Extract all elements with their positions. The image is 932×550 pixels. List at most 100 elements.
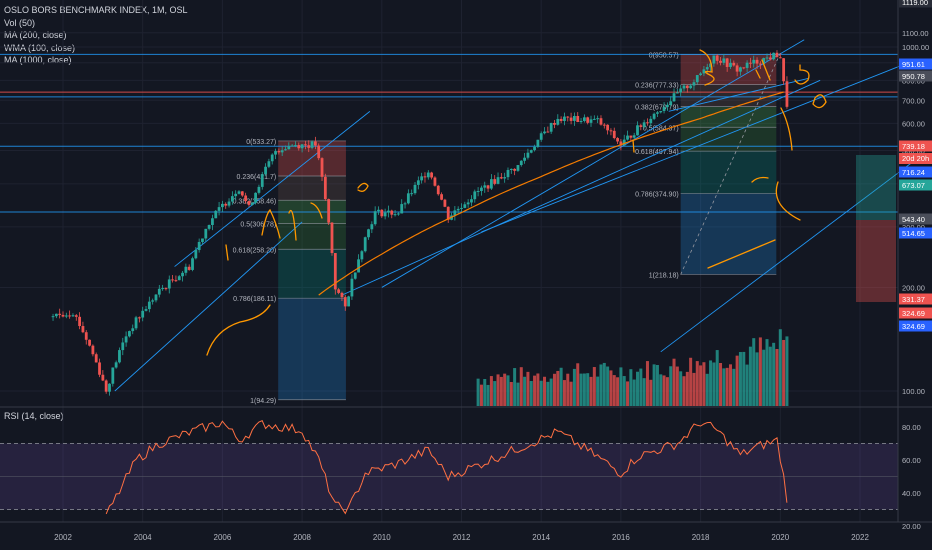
hand-stroke-4 bbox=[310, 202, 323, 219]
candle-body bbox=[230, 196, 234, 202]
x-tick-3: 2008 bbox=[293, 533, 311, 542]
candle-body bbox=[406, 193, 410, 204]
volume-bar bbox=[675, 366, 679, 406]
volume-bar bbox=[549, 378, 553, 406]
candle-body bbox=[101, 374, 105, 381]
trend-inner-1 bbox=[668, 78, 809, 112]
volume-bar bbox=[616, 377, 620, 406]
grid-lines bbox=[0, 0, 932, 522]
candle-body bbox=[390, 210, 394, 215]
legend-ma200[interactable]: MA (200, close) bbox=[4, 30, 67, 40]
hand-drawings bbox=[206, 49, 827, 356]
candle-body bbox=[509, 168, 513, 170]
candle-body bbox=[636, 125, 639, 136]
legend-vol[interactable]: Vol (50) bbox=[4, 17, 36, 28]
volume-bar bbox=[609, 370, 613, 406]
candle-body bbox=[682, 85, 686, 89]
volume-bar bbox=[755, 352, 759, 406]
volume-bar bbox=[712, 362, 716, 406]
price-tag-bg-5 bbox=[899, 179, 932, 191]
candle-body bbox=[121, 342, 125, 351]
candle-body bbox=[194, 250, 198, 259]
candle-body bbox=[719, 60, 722, 63]
legend-title[interactable]: OSLO BORS BENCHMARK INDEX, 1M, OSL bbox=[4, 5, 188, 15]
candle-body bbox=[725, 58, 729, 67]
candle-body bbox=[313, 141, 317, 146]
candle-body bbox=[187, 266, 191, 270]
legend-ma1000[interactable]: MA (1000, close) bbox=[4, 55, 72, 65]
volume-bar bbox=[622, 376, 626, 406]
candle-body bbox=[327, 199, 331, 223]
volume-bar bbox=[782, 339, 786, 406]
rsi-legend[interactable]: RSI (14, close) bbox=[4, 411, 64, 421]
countdown-tag: 20d 20h bbox=[902, 154, 929, 163]
volume-bar bbox=[639, 368, 643, 406]
fib-2018-label-5: 0.786(374.90) bbox=[635, 192, 679, 199]
y-tick-9: 1000.00 bbox=[902, 43, 929, 52]
volume-bar bbox=[486, 384, 490, 406]
price-tag-9: 324.69 bbox=[902, 309, 925, 318]
volume-bar bbox=[762, 349, 766, 406]
price-tag-6: 543.40 bbox=[902, 215, 925, 224]
candle-body bbox=[523, 157, 526, 161]
candle-body bbox=[480, 187, 483, 191]
candle-body bbox=[646, 122, 649, 124]
candle-body bbox=[157, 288, 161, 295]
candle-body bbox=[227, 201, 231, 206]
candle-body bbox=[602, 124, 606, 126]
price-tag-7: 514.65 bbox=[902, 229, 925, 238]
candle-body bbox=[466, 202, 470, 205]
fib-2007-zone-3 bbox=[278, 223, 346, 250]
volume-bar bbox=[513, 368, 517, 406]
candle-body bbox=[51, 316, 55, 318]
candle-body bbox=[64, 315, 68, 317]
candle-body bbox=[360, 251, 364, 260]
candle-body bbox=[58, 313, 62, 315]
candle-body bbox=[739, 67, 742, 72]
candle-body bbox=[207, 224, 211, 229]
candle-body bbox=[154, 294, 158, 301]
candle-body bbox=[456, 208, 460, 211]
fib-2018-label-2: 0.382(670.79) bbox=[635, 105, 679, 112]
candle-body bbox=[749, 62, 752, 64]
volume-bar bbox=[496, 374, 500, 406]
candle-body bbox=[526, 152, 530, 158]
volume-bar bbox=[572, 368, 576, 406]
candle-body bbox=[473, 191, 477, 200]
hand-stroke-8 bbox=[755, 59, 771, 81]
volume-bar bbox=[752, 338, 756, 406]
candle-body bbox=[88, 339, 91, 346]
candle-body bbox=[755, 59, 759, 64]
volume-bar bbox=[758, 337, 762, 406]
candle-body bbox=[579, 120, 583, 123]
candle-body bbox=[247, 201, 251, 205]
hand-stroke-5 bbox=[357, 182, 369, 192]
hand-stroke-3 bbox=[288, 209, 297, 241]
candle-body bbox=[709, 63, 712, 68]
candle-body bbox=[403, 203, 407, 205]
volume-bar bbox=[732, 368, 736, 406]
volume-bar bbox=[579, 373, 583, 406]
candle-body bbox=[758, 63, 762, 65]
candle-body bbox=[463, 204, 467, 208]
candle-body bbox=[516, 165, 520, 171]
candle-body bbox=[662, 107, 666, 112]
volume-bar bbox=[476, 378, 480, 406]
candle-body bbox=[367, 229, 370, 238]
candle-body bbox=[84, 332, 88, 340]
volume-bar bbox=[543, 376, 547, 406]
candle-body bbox=[98, 362, 101, 375]
fib-2007-label-3: 0.5(306.78) bbox=[240, 222, 276, 229]
fib-2018-zone-2 bbox=[680, 106, 777, 128]
candle-body bbox=[499, 177, 503, 179]
volume-bar bbox=[552, 373, 556, 406]
candle-body bbox=[343, 297, 347, 307]
candle-body bbox=[705, 67, 709, 70]
candle-body bbox=[622, 139, 626, 146]
candle-body bbox=[377, 209, 380, 212]
candle-body bbox=[357, 259, 360, 273]
candle-body bbox=[181, 272, 184, 277]
x-tick-10: 2022 bbox=[851, 533, 869, 542]
candle-body bbox=[68, 315, 72, 317]
